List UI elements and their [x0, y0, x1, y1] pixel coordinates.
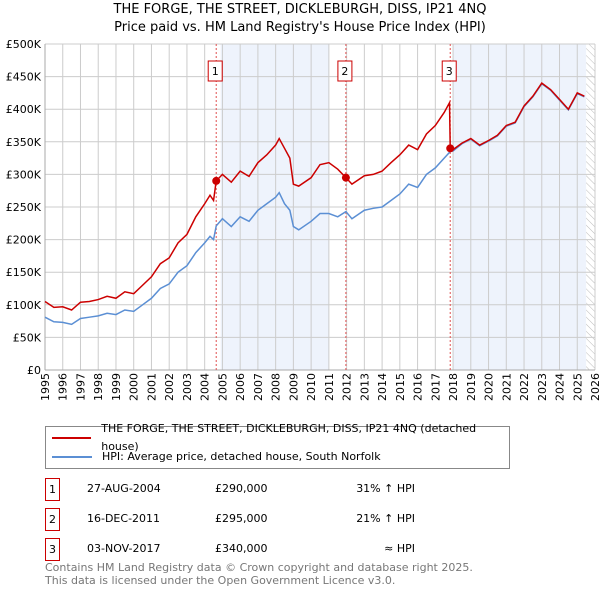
x-tick-label: 2002 [163, 373, 176, 401]
y-tick-label: £100K [6, 299, 42, 312]
y-tick-label: £500K [6, 38, 42, 51]
x-tick-label: 2005 [216, 373, 229, 401]
legend: THE FORGE, THE STREET, DICKLEBURGH, DISS… [45, 422, 510, 469]
x-tick-label: 2024 [554, 373, 567, 401]
y-tick-label: £350K [6, 136, 42, 149]
sale-hpi-diff: ≈ HPI [384, 542, 415, 555]
sale-row: 2 16-DEC-2011 £295,000 21% ↑ HPI [45, 508, 545, 531]
x-tick-label: 1999 [110, 373, 123, 401]
x-tick-label: 1997 [74, 373, 87, 401]
sale-row: 3 03-NOV-2017 £340,000 ≈ HPI [45, 538, 545, 561]
x-tick-label: 2014 [376, 373, 389, 401]
x-tick-label: 2023 [536, 373, 549, 401]
sale-marker-badge: 1 [45, 478, 60, 501]
x-tick-label: 2025 [571, 373, 584, 401]
x-tick-label: 1996 [57, 373, 70, 401]
sale-date: 27-AUG-2004 [87, 482, 161, 495]
sale-marker-box [337, 60, 353, 82]
y-tick-label: £200K [6, 234, 42, 247]
x-tick-label: 2022 [518, 373, 531, 401]
sale-marker-badge: 2 [45, 508, 60, 531]
sale-marker-box [441, 60, 457, 82]
y-tick-label: £400K [6, 103, 42, 116]
sale-hpi-diff: 21% ↑ HPI [356, 512, 415, 525]
x-tick-label: 2019 [465, 373, 478, 401]
x-tick-label: 2010 [305, 373, 318, 401]
x-tick-label: 2026 [589, 373, 600, 401]
sale-price: £295,000 [215, 512, 268, 525]
x-tick-label: 1995 [39, 373, 52, 401]
chart-subtitle: Price paid vs. HM Land Registry's House … [114, 20, 486, 35]
sale-marker-label: 1 [212, 65, 219, 78]
footer-licence: This data is licensed under the Open Gov… [45, 574, 396, 587]
x-tick-label: 2018 [447, 373, 460, 401]
x-tick-label: 2011 [323, 373, 336, 401]
sale-marker-badge: 3 [45, 538, 60, 561]
x-tick-label: 2006 [234, 373, 247, 401]
x-tick-label: 2003 [181, 373, 194, 401]
x-tick-label: 2017 [429, 373, 442, 401]
x-tick-label: 2007 [252, 373, 265, 401]
price-chart: 1995 1996 1997 1998 1999 2000 2001 2002 2003 2004… [6, 38, 600, 401]
x-tick-label: 2015 [394, 373, 407, 401]
x-tick-label: 2001 [145, 373, 158, 401]
legend-label: HPI: Average price, detached house, Sout… [102, 450, 381, 463]
legend-item-hpi: HPI: Average price, detached house, Sout… [52, 448, 381, 466]
sale-marker-label: 2 [341, 65, 348, 78]
legend-swatch-blue [52, 456, 92, 458]
sale-date: 16-DEC-2011 [87, 512, 161, 525]
sale-price: £290,000 [215, 482, 268, 495]
footer-copyright: Contains HM Land Registry data © Crown c… [45, 561, 473, 574]
sale-point [212, 176, 221, 185]
x-tick-label: 2021 [500, 373, 513, 401]
y-tick-label: £300K [6, 168, 42, 181]
x-tick-label: 2004 [199, 373, 212, 401]
sale-price: £340,000 [215, 542, 268, 555]
legend-label: THE FORGE, THE STREET, DICKLEBURGH, DISS… [101, 422, 477, 453]
x-tick-label: 2012 [341, 373, 354, 401]
x-tick-label: 2009 [287, 373, 300, 401]
x-tick-label: 2008 [270, 373, 283, 401]
x-tick-label: 2020 [483, 373, 496, 401]
x-tick-label: 2016 [412, 373, 425, 401]
x-tick-label: 2000 [128, 373, 141, 401]
chart-title: THE FORGE, THE STREET, DICKLEBURGH, DISS… [113, 2, 487, 17]
y-tick-label: £250K [6, 201, 42, 214]
sale-point [341, 173, 350, 182]
sale-marker-label: 3 [446, 65, 453, 78]
x-tick-label: 1998 [92, 373, 105, 401]
sale-hpi-diff: 31% ↑ HPI [356, 482, 415, 495]
sale-point [446, 144, 455, 153]
sale-marker-box [207, 60, 223, 82]
legend-swatch-red [52, 437, 92, 439]
legend-item-property: THE FORGE, THE STREET, DICKLEBURGH, DISS… [52, 422, 509, 453]
sale-date: 03-NOV-2017 [87, 542, 161, 555]
y-tick-label: £50K [13, 331, 42, 344]
property-price-line [44, 82, 585, 311]
y-tick-label: £0 [27, 364, 41, 377]
y-tick-label: £150K [6, 266, 42, 279]
y-tick-label: £450K [6, 71, 42, 84]
sale-row: 1 27-AUG-2004 £290,000 31% ↑ HPI [45, 478, 545, 501]
x-tick-label: 2013 [358, 373, 371, 401]
